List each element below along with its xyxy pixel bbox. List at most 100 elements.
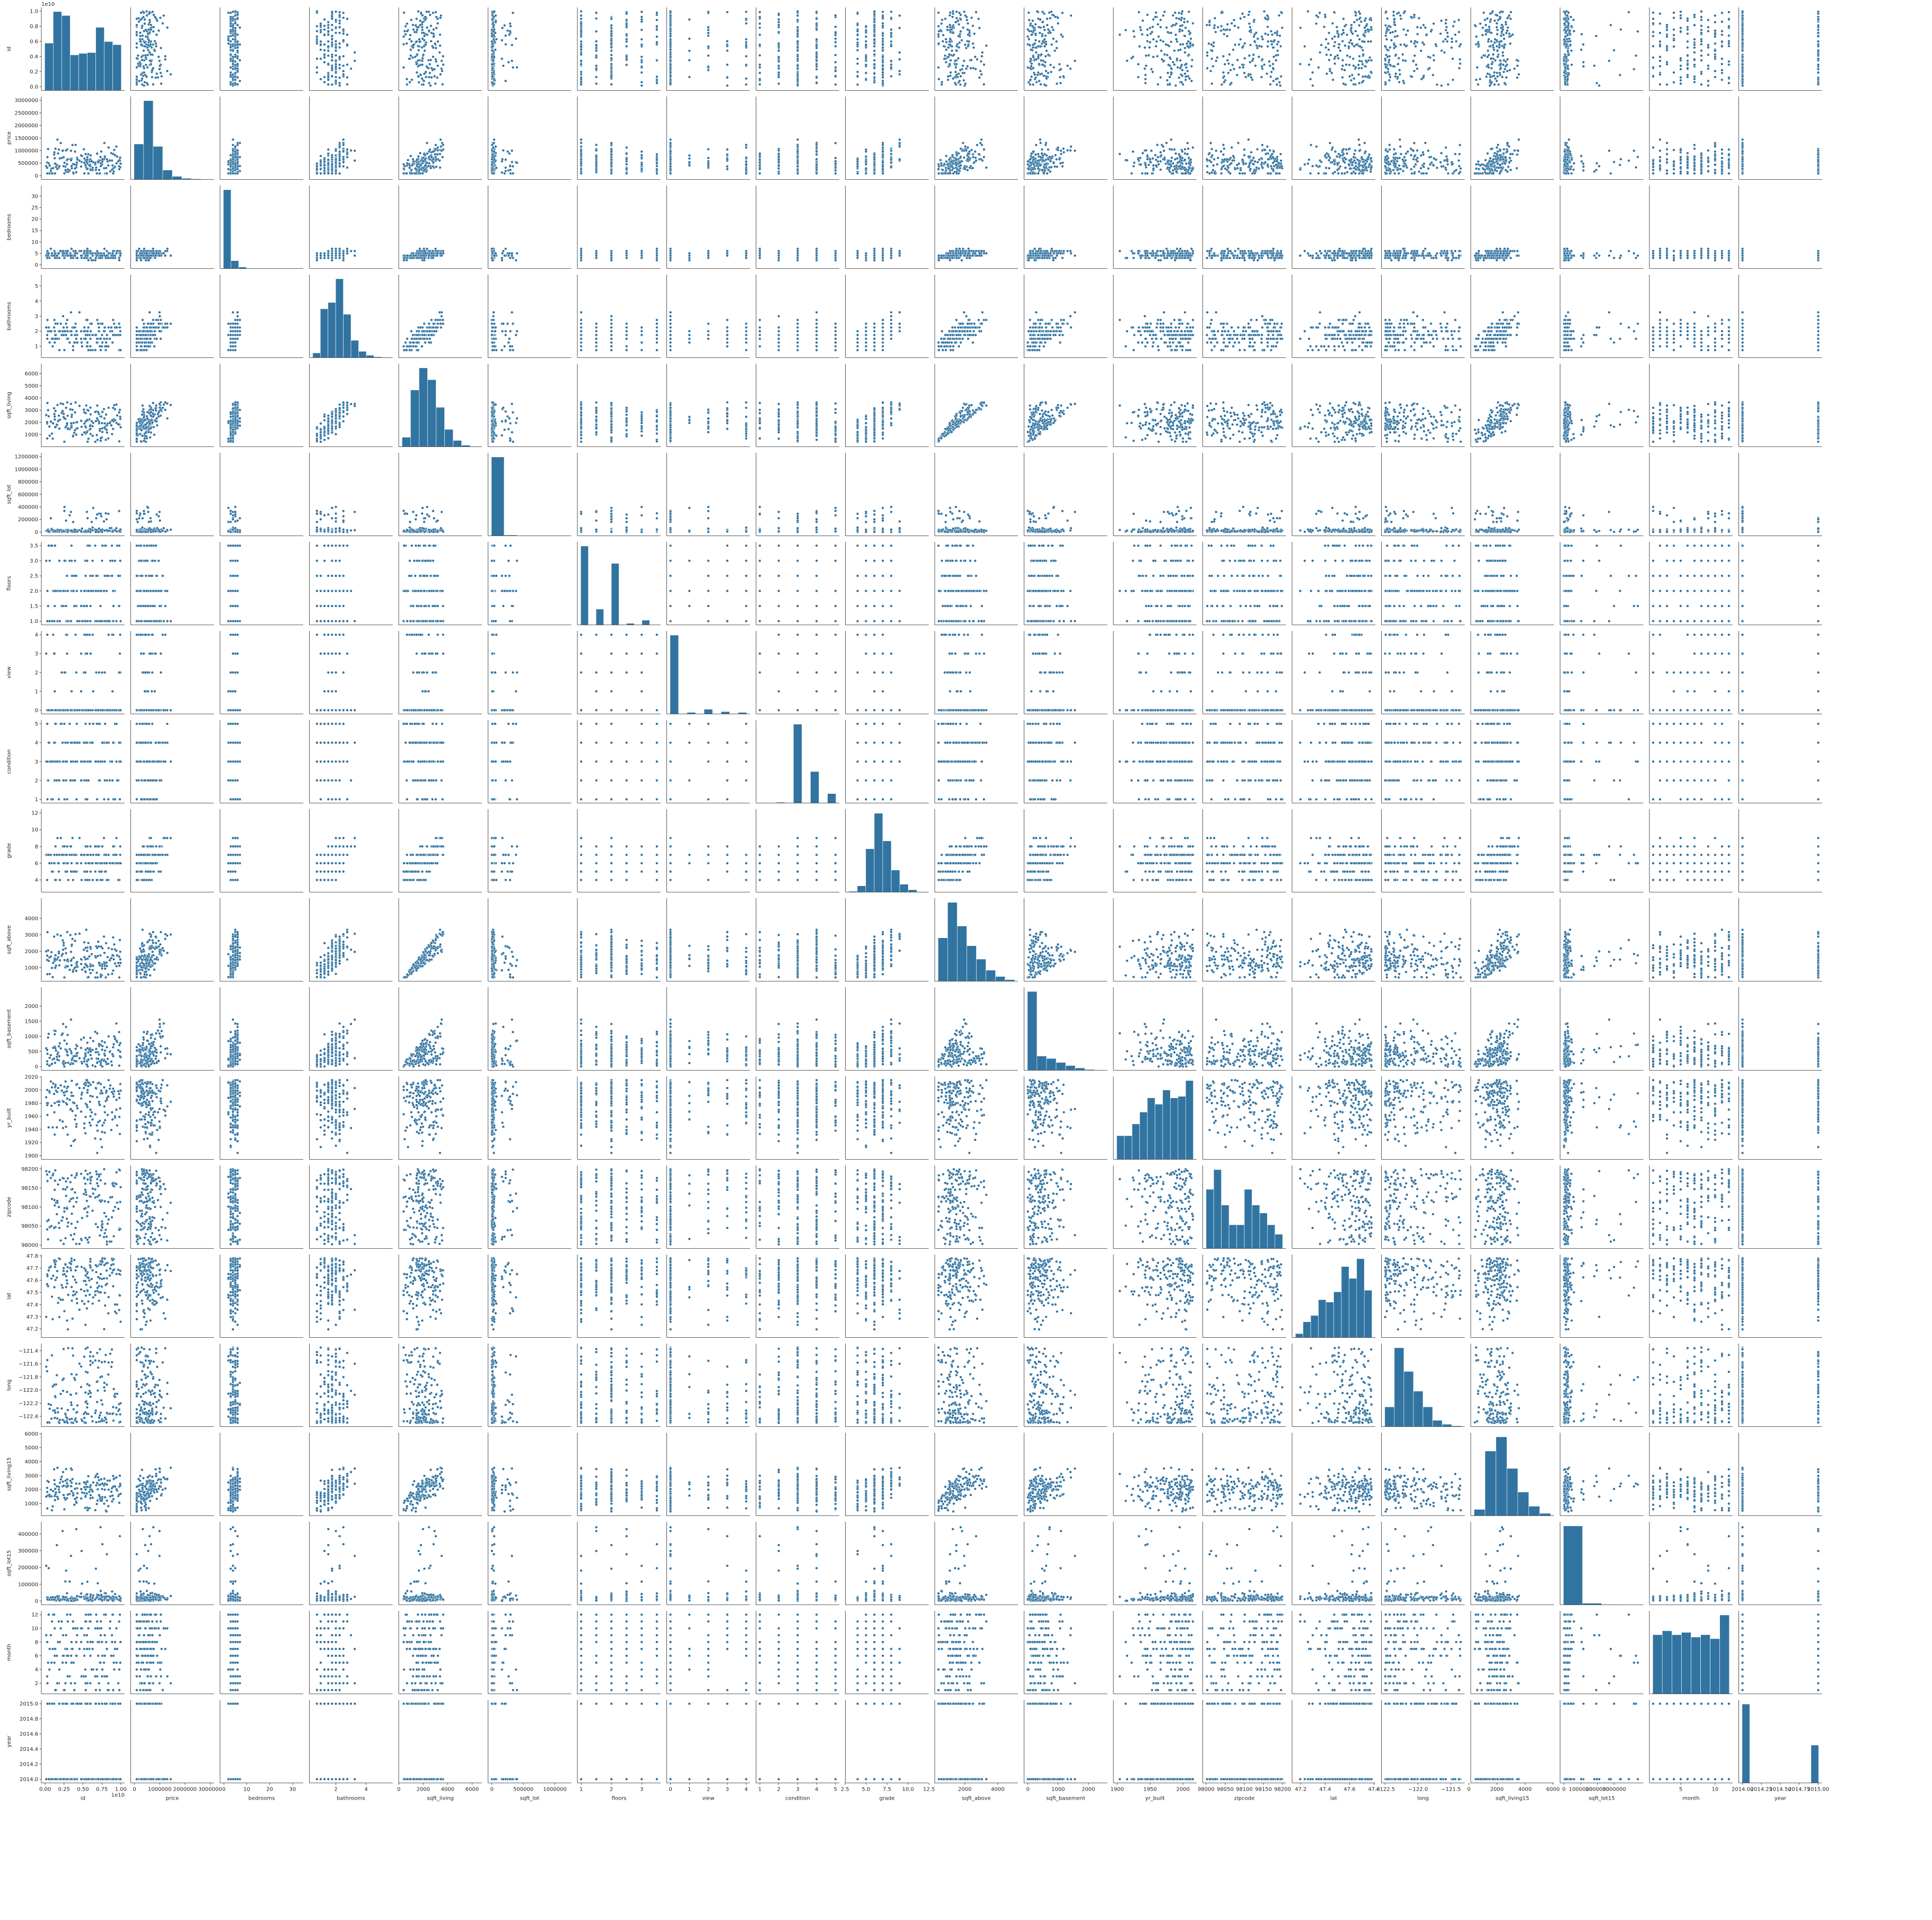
point-id-bathrooms-86	[320, 48, 322, 51]
point-id-bathrooms-110	[320, 58, 322, 60]
point-id-sqft_living-77	[432, 46, 435, 49]
point-id-price-101	[138, 80, 140, 82]
point-id-bathrooms-96	[335, 27, 337, 29]
point-id-sqft_living-93	[437, 40, 440, 43]
point-id-sqft_living-57	[418, 45, 420, 48]
point-id-price-16	[155, 42, 157, 45]
point-id-sqft_living-156	[426, 66, 428, 69]
point-id-bathrooms-120	[331, 38, 333, 41]
point-id-bathrooms-139	[331, 56, 333, 58]
point-id-price-136	[139, 63, 142, 65]
point-id-sqft_living-61	[430, 40, 433, 42]
point-id-bathrooms-159	[327, 30, 330, 32]
point-id-sqft_living-40	[409, 55, 412, 57]
point-id-bedrooms-90	[236, 70, 239, 73]
point-id-bathrooms-134	[323, 56, 326, 59]
point-id-sqft_living-92	[440, 67, 443, 70]
point-id-bedrooms-157	[232, 76, 234, 79]
point-id-bedrooms-138	[227, 12, 230, 14]
point-id-bathrooms-115	[327, 83, 330, 86]
point-id-sqft_living-149	[410, 78, 413, 81]
point-id-bedrooms-141	[234, 10, 236, 13]
point-id-bathrooms-166	[320, 24, 322, 27]
point-id-sqft_living-37	[417, 59, 419, 62]
point-id-bathrooms-82	[342, 16, 345, 19]
point-id-price-116	[158, 68, 161, 71]
point-id-price-146	[155, 33, 158, 36]
point-id-sqft_living-80	[421, 21, 424, 23]
point-id-bedrooms-137	[234, 22, 236, 25]
point-id-sqft_living-132	[428, 29, 431, 32]
point-id-price-65	[148, 12, 151, 15]
point-id-price-131	[152, 30, 155, 33]
point-id-price-72	[143, 12, 145, 14]
point-id-sqft_living-86	[409, 48, 412, 51]
point-id-bathrooms-130	[342, 55, 345, 58]
point-id-bedrooms-144	[234, 44, 236, 47]
point-id-bathrooms-101	[335, 80, 337, 82]
point-id-sqft_living-114	[416, 71, 418, 74]
point-id-bedrooms-124	[236, 83, 239, 86]
point-id-sqft_living-145	[415, 17, 418, 20]
point-id-bathrooms-169	[342, 28, 345, 31]
point-id-sqft_living-143	[423, 45, 425, 48]
point-id-sqft_living-161	[424, 18, 427, 21]
point-id-price-90	[166, 70, 169, 73]
point-id-price-15	[152, 43, 154, 46]
point-id-bathrooms-144	[320, 44, 322, 47]
point-id-sqft_living-35	[425, 76, 427, 78]
cell-id-vs-sqft_living	[399, 7, 482, 91]
point-id-price-81	[136, 57, 138, 60]
point-id-sqft_living-113	[409, 34, 412, 37]
point-id-price-109	[140, 73, 143, 76]
point-id-sqft_living-116	[433, 68, 436, 71]
point-id-price-148	[136, 42, 138, 45]
point-id-bathrooms-66	[315, 57, 318, 60]
point-id-price-124	[152, 83, 154, 86]
point-id-bathrooms-15	[346, 43, 349, 46]
point-id-bathrooms-77	[335, 46, 337, 49]
point-id-sqft_living-105	[440, 73, 442, 76]
cell-id-vs-price	[131, 7, 214, 91]
point-id-bathrooms-153	[342, 32, 345, 35]
point-id-sqft_living-153	[432, 32, 435, 35]
point-id-sqft_living-162	[417, 75, 420, 78]
point-id-bedrooms-162	[234, 75, 236, 78]
point-id-bathrooms-3	[327, 27, 330, 29]
point-id-bathrooms-122	[315, 25, 318, 28]
point-id-bedrooms-160	[234, 67, 236, 69]
point-id-bathrooms-88	[335, 71, 337, 73]
point-id-bedrooms-165	[230, 35, 232, 38]
point-id-sqft_living-158	[412, 28, 415, 31]
point-id-bedrooms-107	[236, 17, 239, 20]
point-id-price-144	[147, 44, 150, 47]
point-id-bathrooms-151	[335, 49, 337, 52]
hist-bar-id-1	[53, 12, 62, 91]
point-id-sqft_living-39	[429, 24, 432, 27]
point-id-bathrooms-146	[327, 33, 330, 36]
point-id-price-19	[146, 54, 149, 56]
point-id-sqft_living-101	[423, 80, 425, 82]
point-id-sqft_living-1	[442, 64, 445, 66]
point-id-bathrooms-60	[320, 40, 322, 43]
point-id-bedrooms-83	[230, 66, 232, 69]
point-id-bathrooms-11	[323, 49, 326, 51]
point-id-price-53	[141, 77, 144, 80]
point-id-price-54	[160, 82, 163, 85]
point-id-bedrooms-13	[239, 59, 241, 62]
point-id-sqft_living-120	[418, 38, 420, 41]
point-id-bathrooms-117	[327, 49, 330, 52]
point-id-sqft_living-97	[423, 73, 426, 75]
point-id-price-40	[137, 55, 139, 57]
point-id-sqft_living-59	[435, 47, 437, 49]
point-id-bathrooms-107	[346, 17, 349, 20]
point-id-bedrooms-93	[236, 40, 239, 43]
point-id-bathrooms-80	[327, 21, 330, 23]
point-id-bathrooms-105	[342, 73, 345, 76]
point-id-price-163	[162, 14, 165, 17]
point-id-sqft_living-91	[422, 83, 425, 86]
point-id-bathrooms-143	[327, 45, 330, 48]
point-id-price-165	[139, 35, 142, 38]
ytick-label-id-0: 0.0	[30, 84, 38, 90]
